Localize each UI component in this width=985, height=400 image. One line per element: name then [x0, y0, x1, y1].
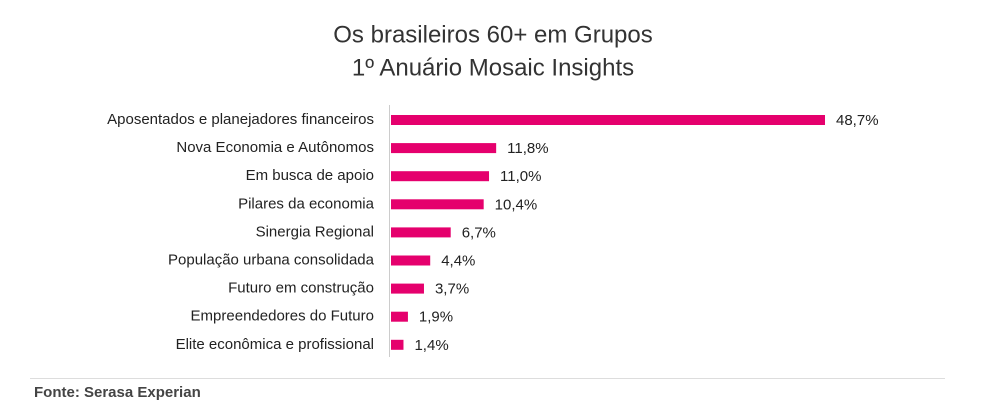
bar — [391, 227, 451, 238]
value-label: 11,0% — [500, 168, 541, 185]
category-label: Futuro em construção — [228, 280, 374, 297]
bar — [391, 339, 404, 350]
value-label: 1,4% — [414, 337, 448, 354]
category-label: Empreendedores do Futuro — [191, 308, 374, 325]
source: Fonte: Serasa Experian — [34, 384, 201, 400]
chart-title: Os brasileiros 60+ em Grupos — [333, 21, 652, 48]
bar — [391, 199, 484, 210]
bar — [391, 171, 490, 182]
category-label: Em busca de apoio — [246, 167, 374, 184]
value-label: 3,7% — [435, 281, 469, 298]
bar — [391, 143, 497, 154]
bar — [391, 115, 825, 125]
category-label: Nova Economia e Autônomos — [176, 139, 374, 156]
category-label: Aposentados e planejadores financeiros — [107, 111, 374, 128]
value-label: 6,7% — [462, 224, 496, 241]
value-label: 10,4% — [495, 196, 538, 213]
category-label: População urbana consolidada — [168, 251, 375, 268]
category-label: Elite econômica e profissional — [176, 336, 374, 353]
bar — [391, 283, 424, 294]
value-label: 48,7% — [836, 112, 879, 129]
value-label: 4,4% — [441, 252, 475, 269]
bar — [391, 311, 408, 322]
value-label: 11,8% — [507, 140, 548, 157]
bar — [391, 255, 431, 266]
chart-subtitle: 1º Anuário Mosaic Insights — [352, 54, 634, 81]
category-label: Pilares da economia — [238, 195, 375, 212]
value-label: 1,9% — [419, 309, 453, 326]
category-label: Sinergia Regional — [256, 223, 374, 240]
